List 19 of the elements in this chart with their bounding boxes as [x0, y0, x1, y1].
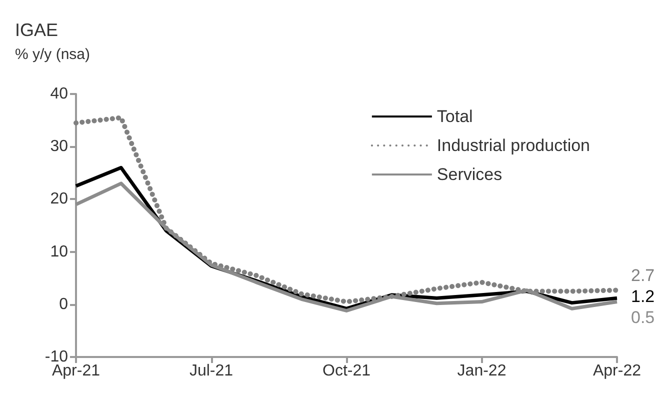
legend-label: Total	[436, 107, 473, 126]
y-tick-label: 30	[50, 138, 68, 156]
x-tick-label: Apr-21	[52, 362, 100, 380]
x-tick-label: Jul-21	[189, 362, 234, 380]
x-tick-label: Oct-21	[322, 362, 371, 380]
y-tick-label: -10	[44, 348, 68, 366]
legend-label: Industrial production	[436, 136, 590, 155]
y-tick-label: 20	[50, 190, 68, 208]
y-tick-label: 0	[59, 296, 68, 313]
y-tick-label: 10	[50, 243, 68, 260]
y-tick-label: 40	[50, 86, 68, 102]
x-tick-label: Apr-22	[592, 362, 642, 380]
chart-title: IGAE	[15, 20, 58, 40]
x-tick-label: Jan-22	[457, 362, 506, 380]
data-label: 0.5	[631, 308, 655, 328]
chart-subtitle: % y/y (nsa)	[15, 46, 90, 63]
data-label: 1.2	[631, 287, 655, 306]
data-label: 2.7	[631, 266, 655, 286]
legend-label: Services	[436, 165, 502, 184]
